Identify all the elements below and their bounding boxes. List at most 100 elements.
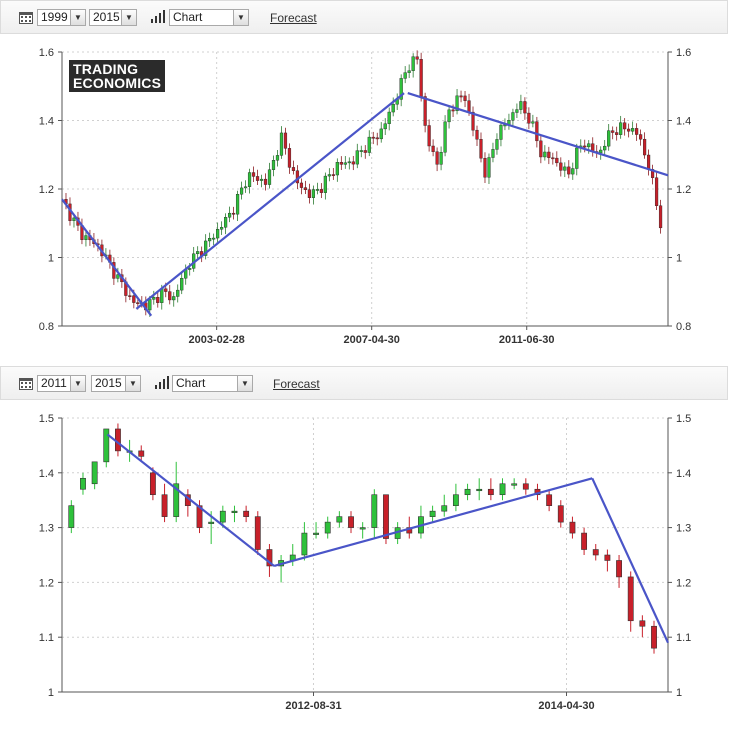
chart-toolbar: 1999 ▼ 2015 ▼ Chart ▼ Forecast [0,0,728,34]
candle-body [307,189,312,198]
candle-body [467,100,471,113]
chart-type-select[interactable]: Chart ▼ [169,9,249,26]
y-tick-label-left: 1.2 [39,577,54,589]
y-tick-label-right: 1.4 [676,116,691,128]
candle-body [160,288,164,303]
candle-body [527,112,531,124]
candle-body [371,494,378,528]
candle-body [539,140,543,158]
end-year-value: 2015 [95,376,122,390]
chevron-down-icon[interactable]: ▼ [233,10,248,25]
candle-body [128,295,132,297]
candle-body [643,138,647,156]
candle-body [359,150,363,152]
candle-body [592,549,599,556]
candle-body [387,111,391,124]
candle-body [220,227,224,230]
end-year-select[interactable]: 2015 ▼ [91,375,141,392]
candle-body [263,178,268,185]
end-year-select[interactable]: 2015 ▼ [89,9,137,26]
candle-body [575,147,579,169]
candle-body [227,212,232,218]
candle-body [324,521,331,534]
candle-body [219,510,226,523]
chevron-down-icon[interactable]: ▼ [125,376,140,391]
trading-economics-logo: TRADING ECONOMICS [69,60,166,92]
candle-body [423,96,427,126]
candle-body [311,189,315,198]
candle-body [331,174,335,176]
candle-body [235,194,240,215]
y-tick-label-right: 1.2 [676,184,691,196]
candle-body [161,494,168,517]
candle-body [251,172,256,177]
candle-body [499,124,503,140]
x-tick-label: 2003-02-28 [189,334,245,346]
candle-body [415,56,419,60]
candle-body [495,139,499,150]
chevron-down-icon[interactable]: ▼ [70,376,85,391]
y-tick-label-right: 1.3 [676,523,691,535]
candle-body [658,205,663,229]
candle-body [627,128,631,132]
candle-body [116,274,120,279]
candle-body [499,483,506,496]
candle-body [208,521,215,524]
candle-body [84,235,88,240]
chevron-down-icon[interactable]: ▼ [237,376,252,391]
candle-body [523,101,527,114]
candle-body [471,111,475,131]
start-year-select[interactable]: 1999 ▼ [37,9,86,26]
x-tick-label: 2014-04-30 [538,700,594,712]
x-tick-label: 2007-04-30 [344,334,400,346]
trendline [273,477,593,568]
candle-body [654,177,659,206]
candle-body [487,157,491,178]
candle-body [255,176,260,181]
candle-body [152,297,156,300]
candle-body [464,488,471,496]
start-year-select[interactable]: 2011 ▼ [37,375,86,392]
candle-body [569,521,576,534]
candle-body [299,182,304,188]
candle-body [271,160,276,170]
x-tick-label: 2011-06-30 [499,334,555,346]
y-tick-label-right: 0.8 [676,321,691,333]
trendline [106,433,275,567]
candle-body [441,505,448,512]
start-year-value: 2011 [41,376,67,390]
candle-body [196,251,200,255]
y-tick-label-left: 1.1 [39,632,54,644]
candle-body [254,516,261,550]
candle-body [363,150,367,153]
candle-body [367,136,371,153]
candle-body [651,625,657,649]
candle-body [239,187,244,195]
candle-body [563,166,567,171]
candle-body [559,162,563,171]
chevron-down-icon[interactable]: ▼ [121,10,136,25]
candle-body [212,237,216,240]
candle-body [443,121,447,153]
chart-type-select[interactable]: Chart ▼ [172,375,253,392]
candle-body [132,295,136,303]
candle-body [343,162,347,165]
candle-body [176,289,180,297]
candle-body [491,149,495,158]
chevron-down-icon[interactable]: ▼ [70,10,85,25]
candle-body [623,122,627,130]
candle-body [452,494,459,506]
candle-body [91,461,98,485]
candle-body [479,139,483,159]
candle-body [431,145,435,152]
forecast-link[interactable]: Forecast [273,377,320,391]
candle-body [511,112,515,121]
candle-body [522,483,529,490]
candle-body [379,128,383,140]
candle-body [439,152,443,165]
y-tick-label-left: 1.6 [39,47,54,59]
candle-body [383,494,389,539]
forecast-link[interactable]: Forecast [270,11,317,25]
candle-body [164,288,168,292]
candle-body [359,527,366,530]
